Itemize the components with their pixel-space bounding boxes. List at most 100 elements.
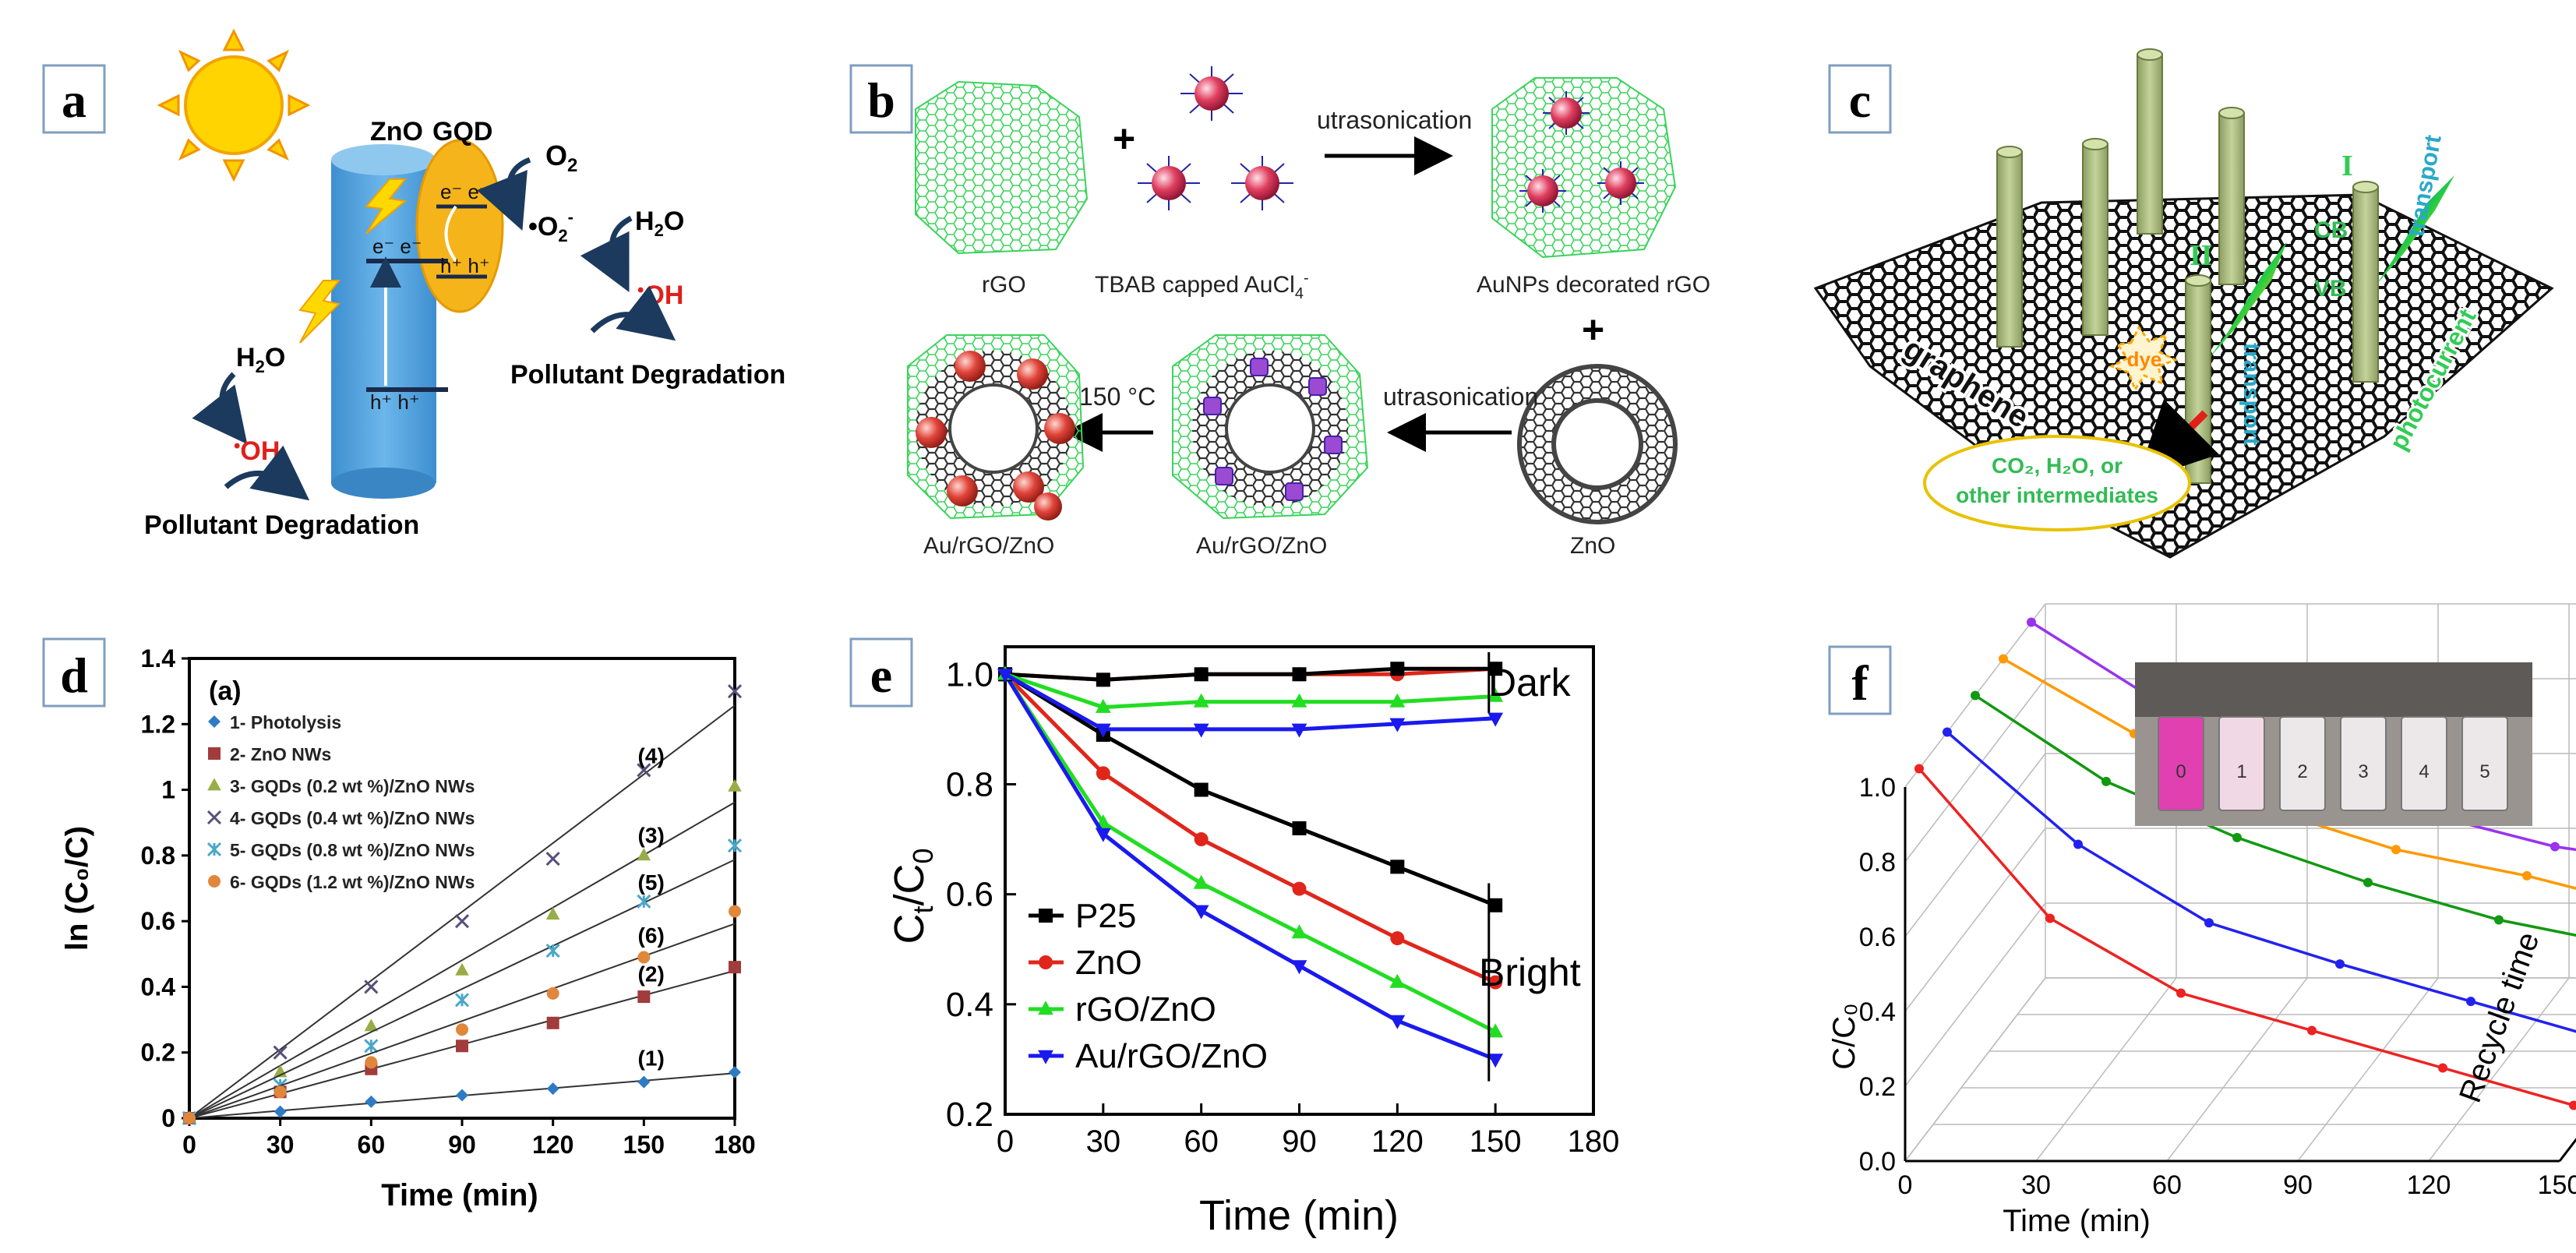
chart-f-grid-side xyxy=(1904,828,2046,1012)
chart-f-xtick-label: 90 xyxy=(2283,1170,2313,1200)
chart-e-point xyxy=(1488,662,1503,676)
chart-e-point xyxy=(1096,672,1110,687)
chart-d-legend-label: 5- GQDs (0.8 wt %)/ZnO NWs xyxy=(230,840,475,860)
aunp-decorated-rgo xyxy=(1491,77,1677,259)
tbab-label: TBAB capped AuCl4- xyxy=(1095,270,1309,302)
vial xyxy=(2340,716,2387,811)
chart-d-point xyxy=(456,1089,468,1102)
ultrasonication-label-bottom: utrasonication xyxy=(1383,383,1538,411)
chart-d-point xyxy=(454,993,470,1008)
chart-e-series-line xyxy=(1004,672,1496,710)
aunp-label: AuNPs decorated rGO xyxy=(1477,272,1710,298)
au-rgo-zno-middle-label: Au/rGO/ZnO xyxy=(1196,533,1327,559)
bright-annotation: Bright xyxy=(1479,951,1581,994)
chart-d-point xyxy=(273,1105,287,1118)
chart-e-point xyxy=(1096,766,1110,781)
chart-d-legend-marker xyxy=(208,715,221,728)
chart-e-xtick-label: 120 xyxy=(1371,1124,1424,1159)
chart-e-xtick-label: 150 xyxy=(1470,1124,1522,1159)
panel-c: c graphene II I CB VB dye transport tran… xyxy=(1813,48,2554,559)
chart-d-legend-label: 4- GQDs (0.4 wt %)/ZnO NWs xyxy=(230,808,475,828)
o2-label: O2 xyxy=(545,139,577,176)
degradation-left-arrow xyxy=(224,445,310,501)
chart-d-point xyxy=(364,1018,379,1032)
chart-e-point xyxy=(1095,698,1111,713)
chart-e-legend-label: P25 xyxy=(1075,897,1136,935)
chart-d-point xyxy=(364,979,379,994)
chart-e-point xyxy=(1389,1015,1406,1029)
h2o-left-label: H2O xyxy=(236,343,285,376)
lightning-bolt-icon-lower xyxy=(298,280,341,344)
chart-d-point xyxy=(546,1082,559,1096)
chart-d-ytick-label: 1.2 xyxy=(141,710,175,738)
chart-d-point xyxy=(637,763,651,778)
chart-f-ztick-label: 1 xyxy=(2570,1131,2576,1160)
chart-d-point xyxy=(546,987,559,1000)
chart-e-point xyxy=(1194,782,1209,797)
vial-label: 4 xyxy=(2419,761,2429,782)
chart-f-point xyxy=(1971,690,1980,701)
chart-d-point xyxy=(729,1066,741,1078)
chart-e-ytick-label: 1.0 xyxy=(946,655,993,694)
chart-d-xtick-label: 120 xyxy=(532,1131,573,1159)
chart-f-xtick-label: 60 xyxy=(2152,1170,2182,1200)
chart-e-legend-label: Au/rGO/ZnO xyxy=(1075,1037,1268,1075)
au-rgo-zno-left-label: Au/rGO/ZnO xyxy=(923,533,1054,559)
chart-d-ytick-label: 0.2 xyxy=(141,1039,175,1067)
superoxide-label: •O2- xyxy=(528,207,573,245)
h2o-left-arrow xyxy=(192,372,248,444)
chart-d-legend-marker xyxy=(206,842,222,857)
chart-f-grid-side xyxy=(1904,902,2046,1087)
chart-d-xtick-label: 150 xyxy=(623,1131,665,1159)
chart-e-point xyxy=(1390,931,1405,946)
chart-f-grid-side xyxy=(1904,678,2046,863)
chart-e-point xyxy=(1194,832,1209,847)
chart-e-legend: P25 ZnO rGO/ZnO Au/rGO/ZnO xyxy=(1029,897,1268,1075)
chart-d-point xyxy=(727,684,743,699)
chart-e-xtick-label: 90 xyxy=(1282,1124,1317,1159)
chart-f-xtick-label: 120 xyxy=(2407,1170,2451,1200)
pollutant-degradation-left: Pollutant Degradation xyxy=(144,510,419,540)
chart-d-point xyxy=(729,905,741,918)
panel-f-label: f xyxy=(1851,655,1868,711)
chart-d-xtick-label: 30 xyxy=(266,1131,295,1159)
chart-e-ytick-label: 0.2 xyxy=(946,1096,993,1134)
chart-d-ytick-label: 1 xyxy=(161,776,175,804)
vial-label: 3 xyxy=(2358,761,2368,782)
chart-e-ylabel: Ct/C0 xyxy=(886,848,939,944)
chart-e-series-line xyxy=(1004,672,1496,732)
panel-c-label: c xyxy=(1849,72,1871,128)
chart-f-ytick-label: 0.2 xyxy=(1859,1072,1896,1102)
panel-b: b rGO + TBAB capped AuCl4- utrasonicatio… xyxy=(849,64,1710,559)
chart-d-point xyxy=(273,1045,288,1060)
chart-f-grid-floor xyxy=(2428,977,2570,1162)
chart-d-series-tag: (5) xyxy=(638,870,665,895)
chart-f-series-line xyxy=(1946,731,2576,1033)
vb-label: VB xyxy=(2314,276,2347,302)
chart-f-series-line xyxy=(1918,768,2574,1107)
chart-d-ytick-label: 0 xyxy=(161,1104,175,1132)
chart-e-legend-marker xyxy=(1038,1050,1053,1064)
zno-electrons: e⁻ e⁻ xyxy=(372,235,422,258)
chart-f-ylabel: C/C₀ xyxy=(1827,1003,1861,1070)
gqd-label: GQD xyxy=(432,117,492,146)
chart-f-point xyxy=(2045,913,2055,923)
vial xyxy=(2461,716,2508,811)
chart-f-xtick-label: 0 xyxy=(1898,1170,1913,1200)
chart-f-grid-floor xyxy=(2035,977,2177,1162)
panel-d-label-box xyxy=(42,637,106,708)
vial xyxy=(2218,716,2265,811)
chart-d-series-tag: (1) xyxy=(638,1046,665,1070)
chart-f-point xyxy=(2494,915,2504,925)
chart-f-point xyxy=(2307,1025,2317,1036)
chart-d-legend-label: 2- ZnO NWs xyxy=(230,744,331,764)
chart-e-legend-label: ZnO xyxy=(1075,944,1142,982)
chart-d-inset-title: (a) xyxy=(209,676,242,706)
roman-one: I xyxy=(2341,150,2353,182)
chart-d-point xyxy=(545,944,560,958)
temperature-label: 150 °C xyxy=(1079,383,1156,411)
chart-e-ytick-label: 0.6 xyxy=(946,876,993,914)
gqd-holes: h⁺ h⁺ xyxy=(440,254,490,277)
products-line-1: CO₂, H₂O, or xyxy=(1992,454,2123,478)
